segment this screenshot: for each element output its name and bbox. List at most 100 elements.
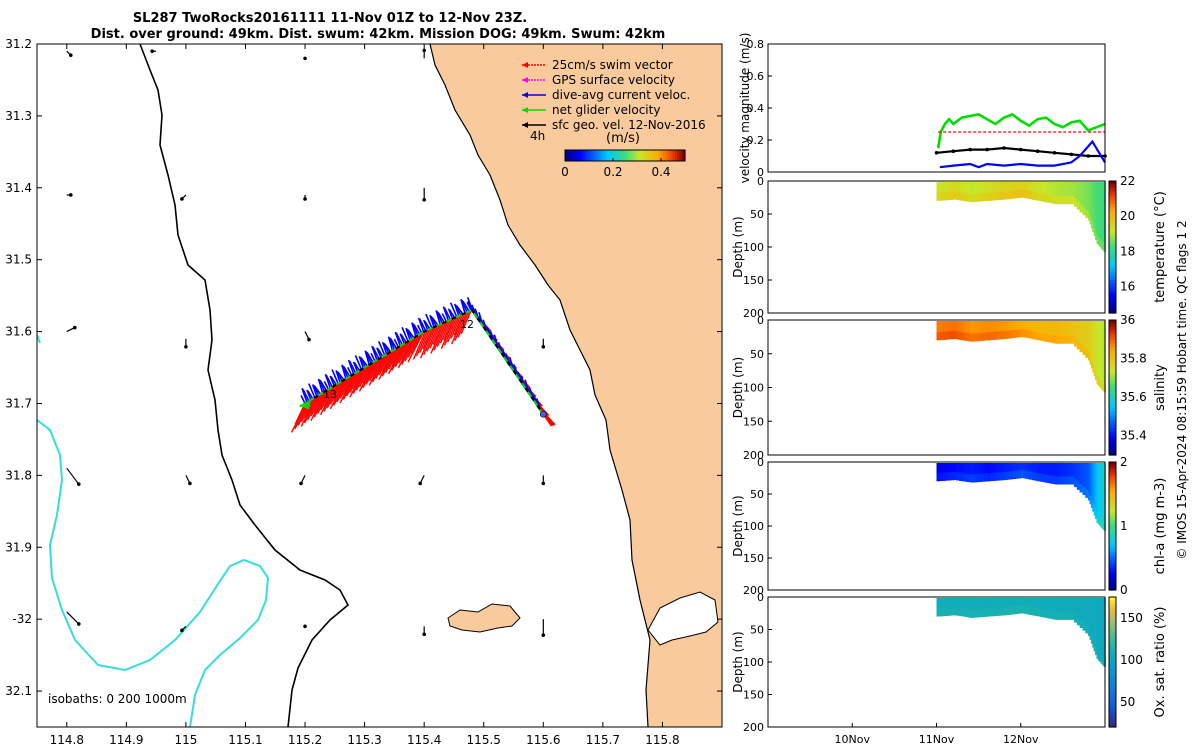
section-cell <box>1003 463 1008 480</box>
section-cell-deep <box>1088 352 1091 361</box>
current-vector <box>412 323 419 336</box>
current-vector <box>301 388 308 403</box>
section-cell <box>1031 182 1036 200</box>
section-cell <box>1068 321 1073 344</box>
section-cell <box>958 182 963 201</box>
geo-vector-head <box>76 482 81 486</box>
section-colorbar-frame <box>1108 180 1117 314</box>
map-y-tick-label: 31.5 <box>5 253 32 267</box>
section-cell <box>978 182 983 202</box>
section-cell-deep <box>956 607 960 616</box>
swim-vector <box>416 329 429 357</box>
section-colorbar-cell <box>1109 280 1116 284</box>
section-cell-deep <box>947 331 952 340</box>
velocity-y-tick-label: 0.2 <box>747 134 765 147</box>
section-cell <box>1034 598 1039 616</box>
current-vector <box>358 356 365 369</box>
section-cell-deep <box>987 192 991 201</box>
section-cell-deep <box>956 472 960 481</box>
section-cell-deep <box>1074 479 1078 488</box>
section-cell <box>961 321 966 341</box>
section-cell-deep <box>1065 611 1070 620</box>
section-cell <box>1031 321 1036 340</box>
map-y-tick-label: 31.4 <box>5 181 32 195</box>
swim-vector <box>378 351 392 376</box>
section-colorbar-cell <box>1109 250 1116 255</box>
swim-vector <box>457 310 470 338</box>
section-colorbar-cell <box>1109 214 1116 218</box>
colorbar-cell <box>647 150 650 161</box>
section-colorbar-cell <box>1109 701 1116 705</box>
section-cell-deep <box>1029 606 1033 615</box>
section-cell <box>989 598 994 617</box>
section-cell <box>989 321 994 341</box>
colorbar-cell <box>625 150 628 161</box>
colorbar-cell <box>679 150 682 161</box>
section-cell-deep <box>1037 473 1042 482</box>
section-cell-deep <box>967 333 971 342</box>
section-cell-deep <box>1046 610 1050 619</box>
island-rottnest <box>447 603 521 633</box>
swim-vector <box>419 326 435 359</box>
section-cell <box>1076 598 1081 626</box>
section-cell-deep <box>1034 607 1039 616</box>
section-cell <box>944 598 949 616</box>
section-cell <box>1060 598 1064 620</box>
section-cell-deep <box>1043 609 1047 618</box>
section-colorbar-cell <box>1109 240 1116 245</box>
section-colorbar-cell <box>1109 632 1116 637</box>
section-cell-deep <box>992 608 997 617</box>
section-cell <box>1062 182 1067 205</box>
section-cell-deep <box>1003 191 1008 200</box>
section-cell <box>987 598 991 617</box>
map-x-tick-label: 115.5 <box>467 733 501 747</box>
section-cell <box>978 321 983 341</box>
section-cell <box>1001 321 1005 340</box>
section-cell <box>1088 598 1091 636</box>
section-colorbar-tick-label: 20 <box>1120 209 1135 223</box>
section-cell-deep <box>1020 470 1025 478</box>
colorbar-cell <box>565 150 568 161</box>
section-cell-deep <box>970 609 974 618</box>
section-y-tick-label: 0 <box>757 591 764 604</box>
section-cell <box>1096 463 1099 523</box>
swim-vector <box>453 313 464 336</box>
section-cell <box>956 321 960 340</box>
section-y-tick-label: 150 <box>743 689 764 702</box>
current-vector <box>388 337 396 350</box>
section-cell-deep <box>1097 516 1101 525</box>
swim-vector <box>320 386 333 411</box>
legend-label-net: net glider velocity <box>552 103 660 117</box>
section-cell <box>953 182 957 200</box>
section-cell-deep <box>1071 611 1075 620</box>
track-start-marker <box>540 410 547 418</box>
section-cell <box>1048 598 1053 619</box>
section-cell-deep <box>1088 628 1091 636</box>
section-cell <box>987 321 991 341</box>
section-cell-deep <box>964 332 969 341</box>
section-cell-deep <box>1015 605 1019 614</box>
section-cell <box>1012 321 1016 338</box>
section-cell-deep <box>964 193 969 202</box>
section-cell-deep <box>995 607 1000 616</box>
section-cell <box>1057 182 1061 205</box>
section-colorbar-cell <box>1109 691 1116 696</box>
section-colorbar-cell <box>1109 404 1116 409</box>
section-cell <box>1023 321 1028 338</box>
section-cell <box>1003 321 1008 339</box>
section-cell <box>1001 598 1005 616</box>
colorbar-cell <box>623 150 626 161</box>
swim-vector <box>384 346 399 373</box>
section-colorbar-cell <box>1109 658 1116 663</box>
section-colorbar-cell <box>1109 217 1116 222</box>
section-colorbar-cell <box>1109 448 1116 453</box>
colorbar-cell <box>663 150 666 161</box>
track-label-13: 13 <box>323 388 337 401</box>
swim-vector <box>407 333 421 358</box>
current-vector <box>346 366 353 376</box>
section-cell <box>953 463 957 480</box>
section-cell-deep <box>1097 237 1101 246</box>
section-colorbar-cell <box>1109 377 1116 382</box>
section-cell-deep <box>961 608 966 617</box>
current-vector <box>364 350 370 365</box>
